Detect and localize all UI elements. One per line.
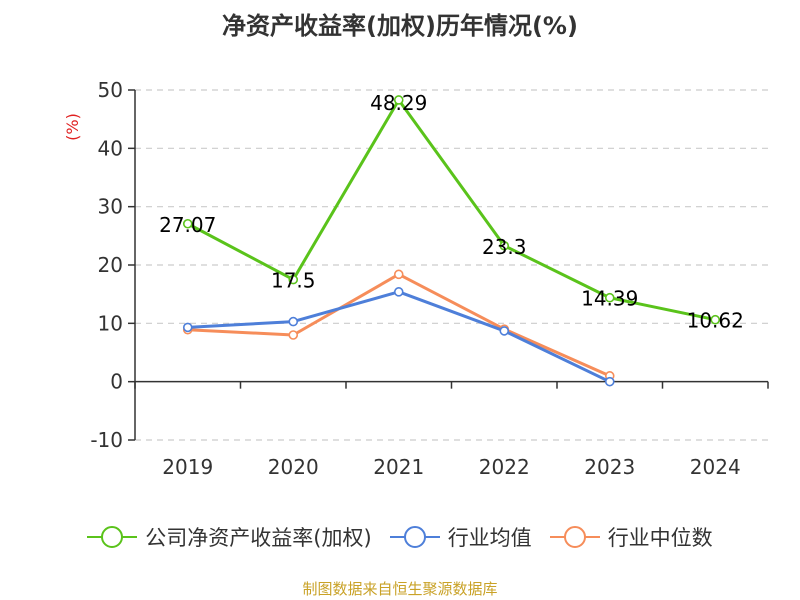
x-tick-label: 2020 bbox=[268, 455, 319, 479]
data-label: 17.5 bbox=[271, 269, 316, 293]
source-note: 制图数据来自恒生聚源数据库 bbox=[302, 580, 498, 598]
x-tick-label: 2019 bbox=[162, 455, 213, 479]
data-point bbox=[393, 287, 404, 297]
legend-swatch-marker bbox=[563, 526, 586, 548]
data-point bbox=[288, 274, 299, 285]
x-tick-label: 2024 bbox=[690, 455, 741, 479]
legend-item[interactable]: 行业中位数 bbox=[549, 522, 713, 552]
legend-label: 行业均值 bbox=[447, 526, 532, 550]
data-point bbox=[288, 316, 299, 327]
series-line-1 bbox=[187, 290, 611, 384]
y-tick-label: -10 bbox=[90, 428, 123, 452]
data-point bbox=[393, 269, 404, 280]
legend-swatch bbox=[549, 526, 600, 548]
y-tick-label: 30 bbox=[98, 195, 123, 219]
data-label: 14.39 bbox=[581, 287, 638, 311]
data-point bbox=[182, 218, 193, 229]
y-tick-label: 40 bbox=[98, 136, 123, 160]
data-point bbox=[393, 95, 404, 105]
data-point bbox=[710, 314, 721, 325]
x-tick-label: 2022 bbox=[479, 455, 530, 479]
series-line-0 bbox=[187, 98, 716, 322]
legend-item[interactable]: 公司净资产收益率(加权) bbox=[87, 522, 372, 552]
data-label: 27.07 bbox=[159, 213, 216, 237]
x-tick-label: 2021 bbox=[373, 455, 424, 479]
y-tick-label: 10 bbox=[98, 311, 123, 335]
data-label: 23.3 bbox=[482, 235, 527, 259]
y-axis-label: (%) bbox=[63, 113, 82, 141]
data-point bbox=[288, 330, 299, 340]
y-tick-label: 0 bbox=[110, 370, 123, 394]
data-label: 48.29 bbox=[370, 91, 427, 115]
y-tick-label: 50 bbox=[98, 78, 123, 102]
x-tick-label: 2023 bbox=[584, 455, 635, 479]
chart-plot: 50 40 30 20 10 0 -10 2019 2020 2021 2022 2023 2024 (%… bbox=[63, 78, 769, 479]
y-tick-label: 20 bbox=[98, 253, 123, 277]
legend-item[interactable]: 行业均值 bbox=[389, 522, 532, 552]
data-point bbox=[499, 240, 510, 251]
chart-legend: 公司净资产收益率(加权) 行业均值 行业中位数 bbox=[0, 517, 800, 557]
legend-swatch bbox=[389, 526, 440, 548]
data-point bbox=[604, 376, 615, 387]
legend-label: 公司净资产收益率(加权) bbox=[145, 526, 372, 550]
legend-label: 行业中位数 bbox=[607, 526, 713, 550]
legend-swatch-marker bbox=[403, 526, 426, 548]
chart-title: 净资产收益率(加权)历年情况(%) bbox=[222, 12, 578, 40]
legend-swatch-marker bbox=[101, 526, 124, 548]
data-label: 10.62 bbox=[687, 309, 744, 333]
data-point bbox=[182, 322, 193, 333]
legend-swatch bbox=[87, 526, 138, 548]
data-point bbox=[604, 292, 615, 303]
data-point bbox=[499, 326, 510, 336]
